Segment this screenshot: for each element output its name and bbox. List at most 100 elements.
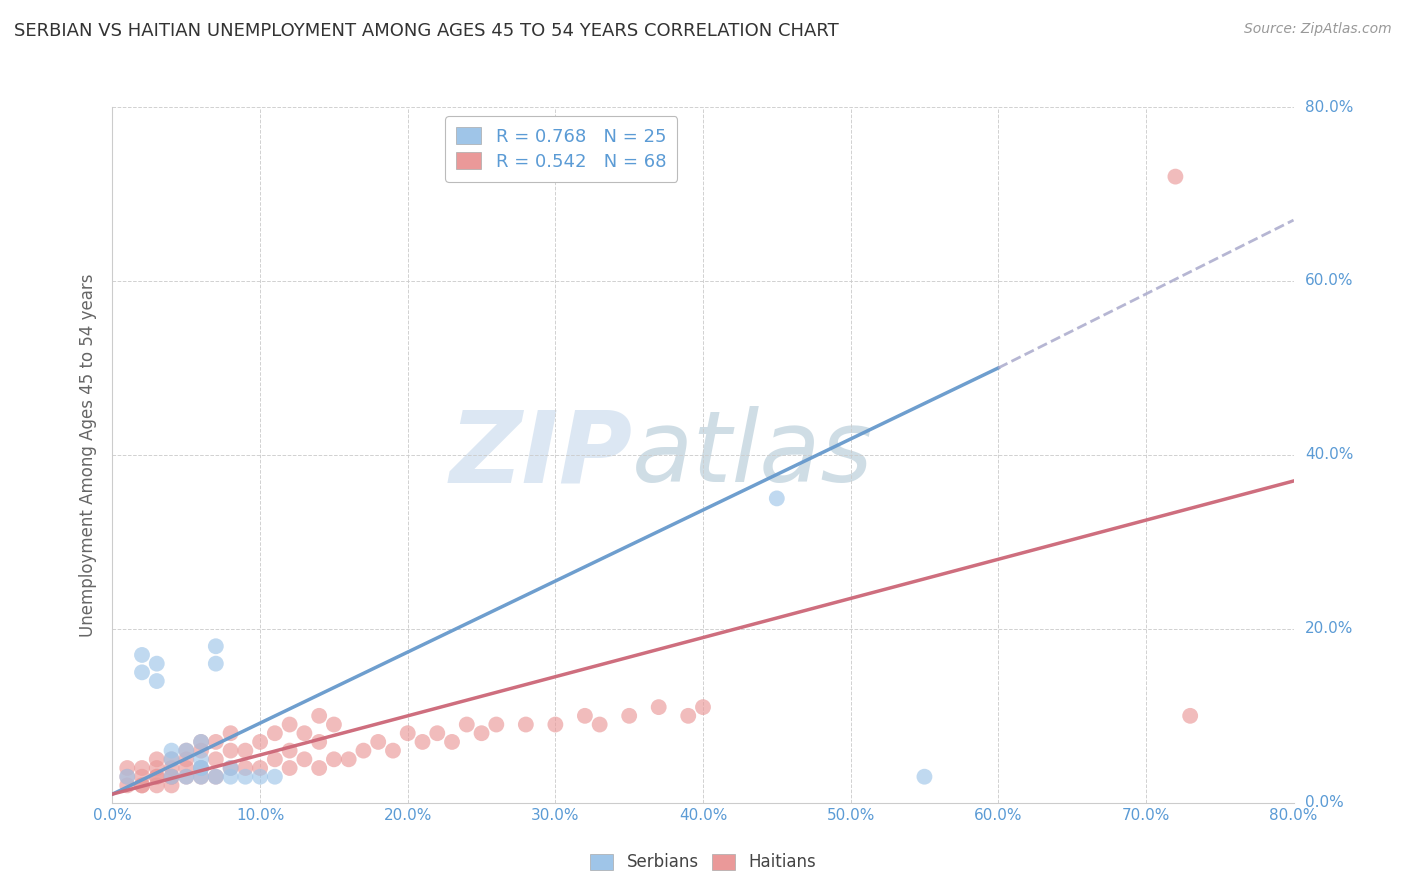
Text: 0.0%: 0.0% [1305,796,1344,810]
Point [278,717,301,731]
Point [160,744,183,758]
Point [249,770,271,784]
Text: ZIP: ZIP [449,407,633,503]
Point [174,770,197,784]
Point [249,735,271,749]
Point [131,648,153,662]
Point [308,708,330,723]
Point [1164,169,1187,184]
Point [219,726,242,740]
Point [426,726,449,740]
Point [647,700,671,714]
Text: 40.0%: 40.0% [1305,448,1354,462]
Legend: Serbians, Haitians: Serbians, Haitians [583,847,823,878]
Point [205,657,228,671]
Text: Source: ZipAtlas.com: Source: ZipAtlas.com [1244,22,1392,37]
Point [337,752,360,766]
Point [292,752,315,766]
Point [544,717,567,731]
Point [249,761,271,775]
Point [160,752,183,766]
Point [190,735,212,749]
Point [131,778,153,792]
Point [117,761,138,775]
Point [131,761,153,775]
Point [117,770,138,784]
Point [160,770,183,784]
Point [190,752,212,766]
Point [367,735,389,749]
Point [190,770,212,784]
Point [190,761,212,775]
Point [117,778,138,792]
Point [205,752,228,766]
Point [205,735,228,749]
Point [160,752,183,766]
Point [574,708,596,723]
Point [441,735,464,749]
Point [190,761,212,775]
Point [1178,708,1201,723]
Point [205,639,228,653]
Point [131,665,153,680]
Point [190,770,212,784]
Point [678,708,700,723]
Point [174,744,197,758]
Point [278,761,301,775]
Point [174,761,197,775]
Y-axis label: Unemployment Among Ages 45 to 54 years: Unemployment Among Ages 45 to 54 years [79,273,97,637]
Point [174,770,197,784]
Point [146,770,169,784]
Point [160,778,183,792]
Point [131,770,153,784]
Point [264,770,287,784]
Point [692,700,714,714]
Point [190,744,212,758]
Point [515,717,537,731]
Point [233,744,256,758]
Point [146,770,169,784]
Point [219,770,242,784]
Point [292,726,315,740]
Point [190,761,212,775]
Point [233,761,256,775]
Point [174,744,197,758]
Point [485,717,508,731]
Point [456,717,478,731]
Point [278,744,301,758]
Point [174,752,197,766]
Text: 60.0%: 60.0% [1305,274,1354,288]
Point [308,735,330,749]
Point [205,770,228,784]
Point [352,744,374,758]
Point [146,674,169,689]
Text: atlas: atlas [633,407,873,503]
Point [323,717,346,731]
Point [160,770,183,784]
Point [160,761,183,775]
Point [205,770,228,784]
Point [766,491,789,506]
Point [117,770,138,784]
Text: 20.0%: 20.0% [1305,622,1354,636]
Point [160,770,183,784]
Point [470,726,494,740]
Point [146,752,169,766]
Point [146,761,169,775]
Point [382,744,405,758]
Point [264,726,287,740]
Point [308,761,330,775]
Point [219,761,242,775]
Point [411,735,433,749]
Text: 80.0%: 80.0% [1305,100,1354,114]
Text: SERBIAN VS HAITIAN UNEMPLOYMENT AMONG AGES 45 TO 54 YEARS CORRELATION CHART: SERBIAN VS HAITIAN UNEMPLOYMENT AMONG AG… [14,22,839,40]
Point [264,752,287,766]
Point [914,770,936,784]
Point [190,735,212,749]
Point [588,717,610,731]
Point [396,726,419,740]
Point [323,752,346,766]
Point [146,778,169,792]
Point [619,708,641,723]
Point [131,778,153,792]
